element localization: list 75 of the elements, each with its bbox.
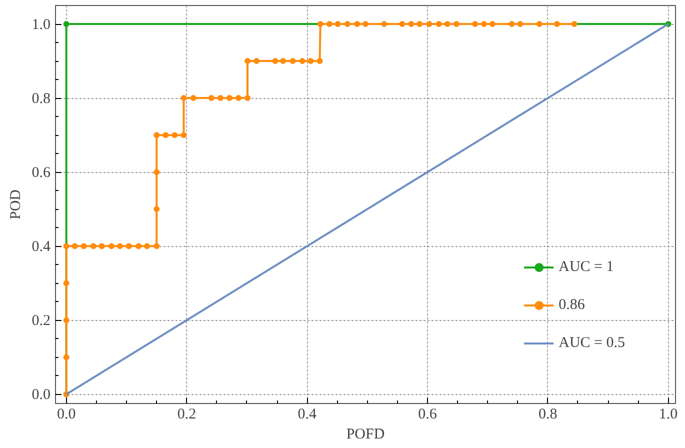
legend-label: 0.86 (558, 296, 585, 314)
point (436, 21, 442, 28)
y-tick-label: 0.2 (32, 313, 50, 330)
point (536, 21, 542, 28)
point (472, 21, 478, 28)
y-tick-label: 0.0 (32, 387, 50, 404)
point (116, 243, 123, 250)
point (208, 95, 214, 102)
point (490, 21, 496, 28)
point (453, 21, 460, 28)
point (154, 169, 160, 176)
y-tick-label: 0.8 (32, 91, 50, 108)
y-tick-label: 0.6 (32, 165, 51, 182)
point (290, 58, 296, 64)
point (426, 21, 432, 28)
point (381, 21, 388, 28)
point (554, 21, 560, 28)
point (63, 317, 70, 324)
x-tick-label: 1.0 (658, 406, 678, 422)
point (334, 21, 341, 28)
point (108, 243, 114, 250)
point (299, 58, 306, 64)
x-axis-title: POFD (346, 426, 385, 442)
point (244, 58, 251, 64)
point (316, 58, 323, 64)
point (254, 58, 260, 64)
point (98, 243, 105, 250)
x-tick-label: 0.4 (298, 406, 317, 422)
point (344, 21, 350, 28)
point (190, 95, 196, 102)
point (444, 21, 450, 28)
point (217, 95, 224, 102)
point (416, 21, 423, 28)
point (63, 354, 70, 360)
point (362, 21, 368, 28)
point (136, 243, 142, 250)
point (517, 21, 524, 28)
point (317, 21, 324, 28)
x-tick-label: 0.0 (56, 406, 76, 422)
point (180, 95, 187, 102)
point (571, 21, 578, 28)
x-tick-label: 0.6 (418, 406, 438, 422)
point (399, 21, 406, 28)
point (63, 243, 70, 250)
point (154, 243, 160, 250)
point (280, 58, 286, 64)
legend-label: AUC = 0.5 (558, 334, 625, 352)
y-tick-label: 0.4 (32, 239, 51, 256)
y-axis-title: POD (8, 189, 24, 220)
point (244, 95, 251, 102)
point (72, 243, 78, 250)
point (226, 95, 232, 102)
point (308, 58, 314, 64)
point (144, 243, 150, 250)
point (272, 58, 278, 64)
point (63, 21, 70, 28)
point (154, 206, 160, 212)
point (508, 21, 515, 28)
x-tick-label: 0.8 (538, 406, 558, 422)
point (90, 243, 96, 250)
point (235, 95, 242, 102)
point (63, 280, 70, 286)
point (481, 21, 488, 28)
point (326, 21, 332, 28)
y-tick-label: 1.0 (32, 17, 50, 34)
point (126, 243, 132, 250)
point (354, 21, 360, 28)
point (162, 132, 169, 138)
legend-label: AUC = 1 (558, 258, 614, 276)
point (154, 132, 160, 138)
point (180, 132, 187, 138)
point (80, 243, 87, 250)
x-tick-label: 0.2 (177, 406, 196, 422)
point (172, 132, 178, 138)
point (408, 21, 414, 28)
